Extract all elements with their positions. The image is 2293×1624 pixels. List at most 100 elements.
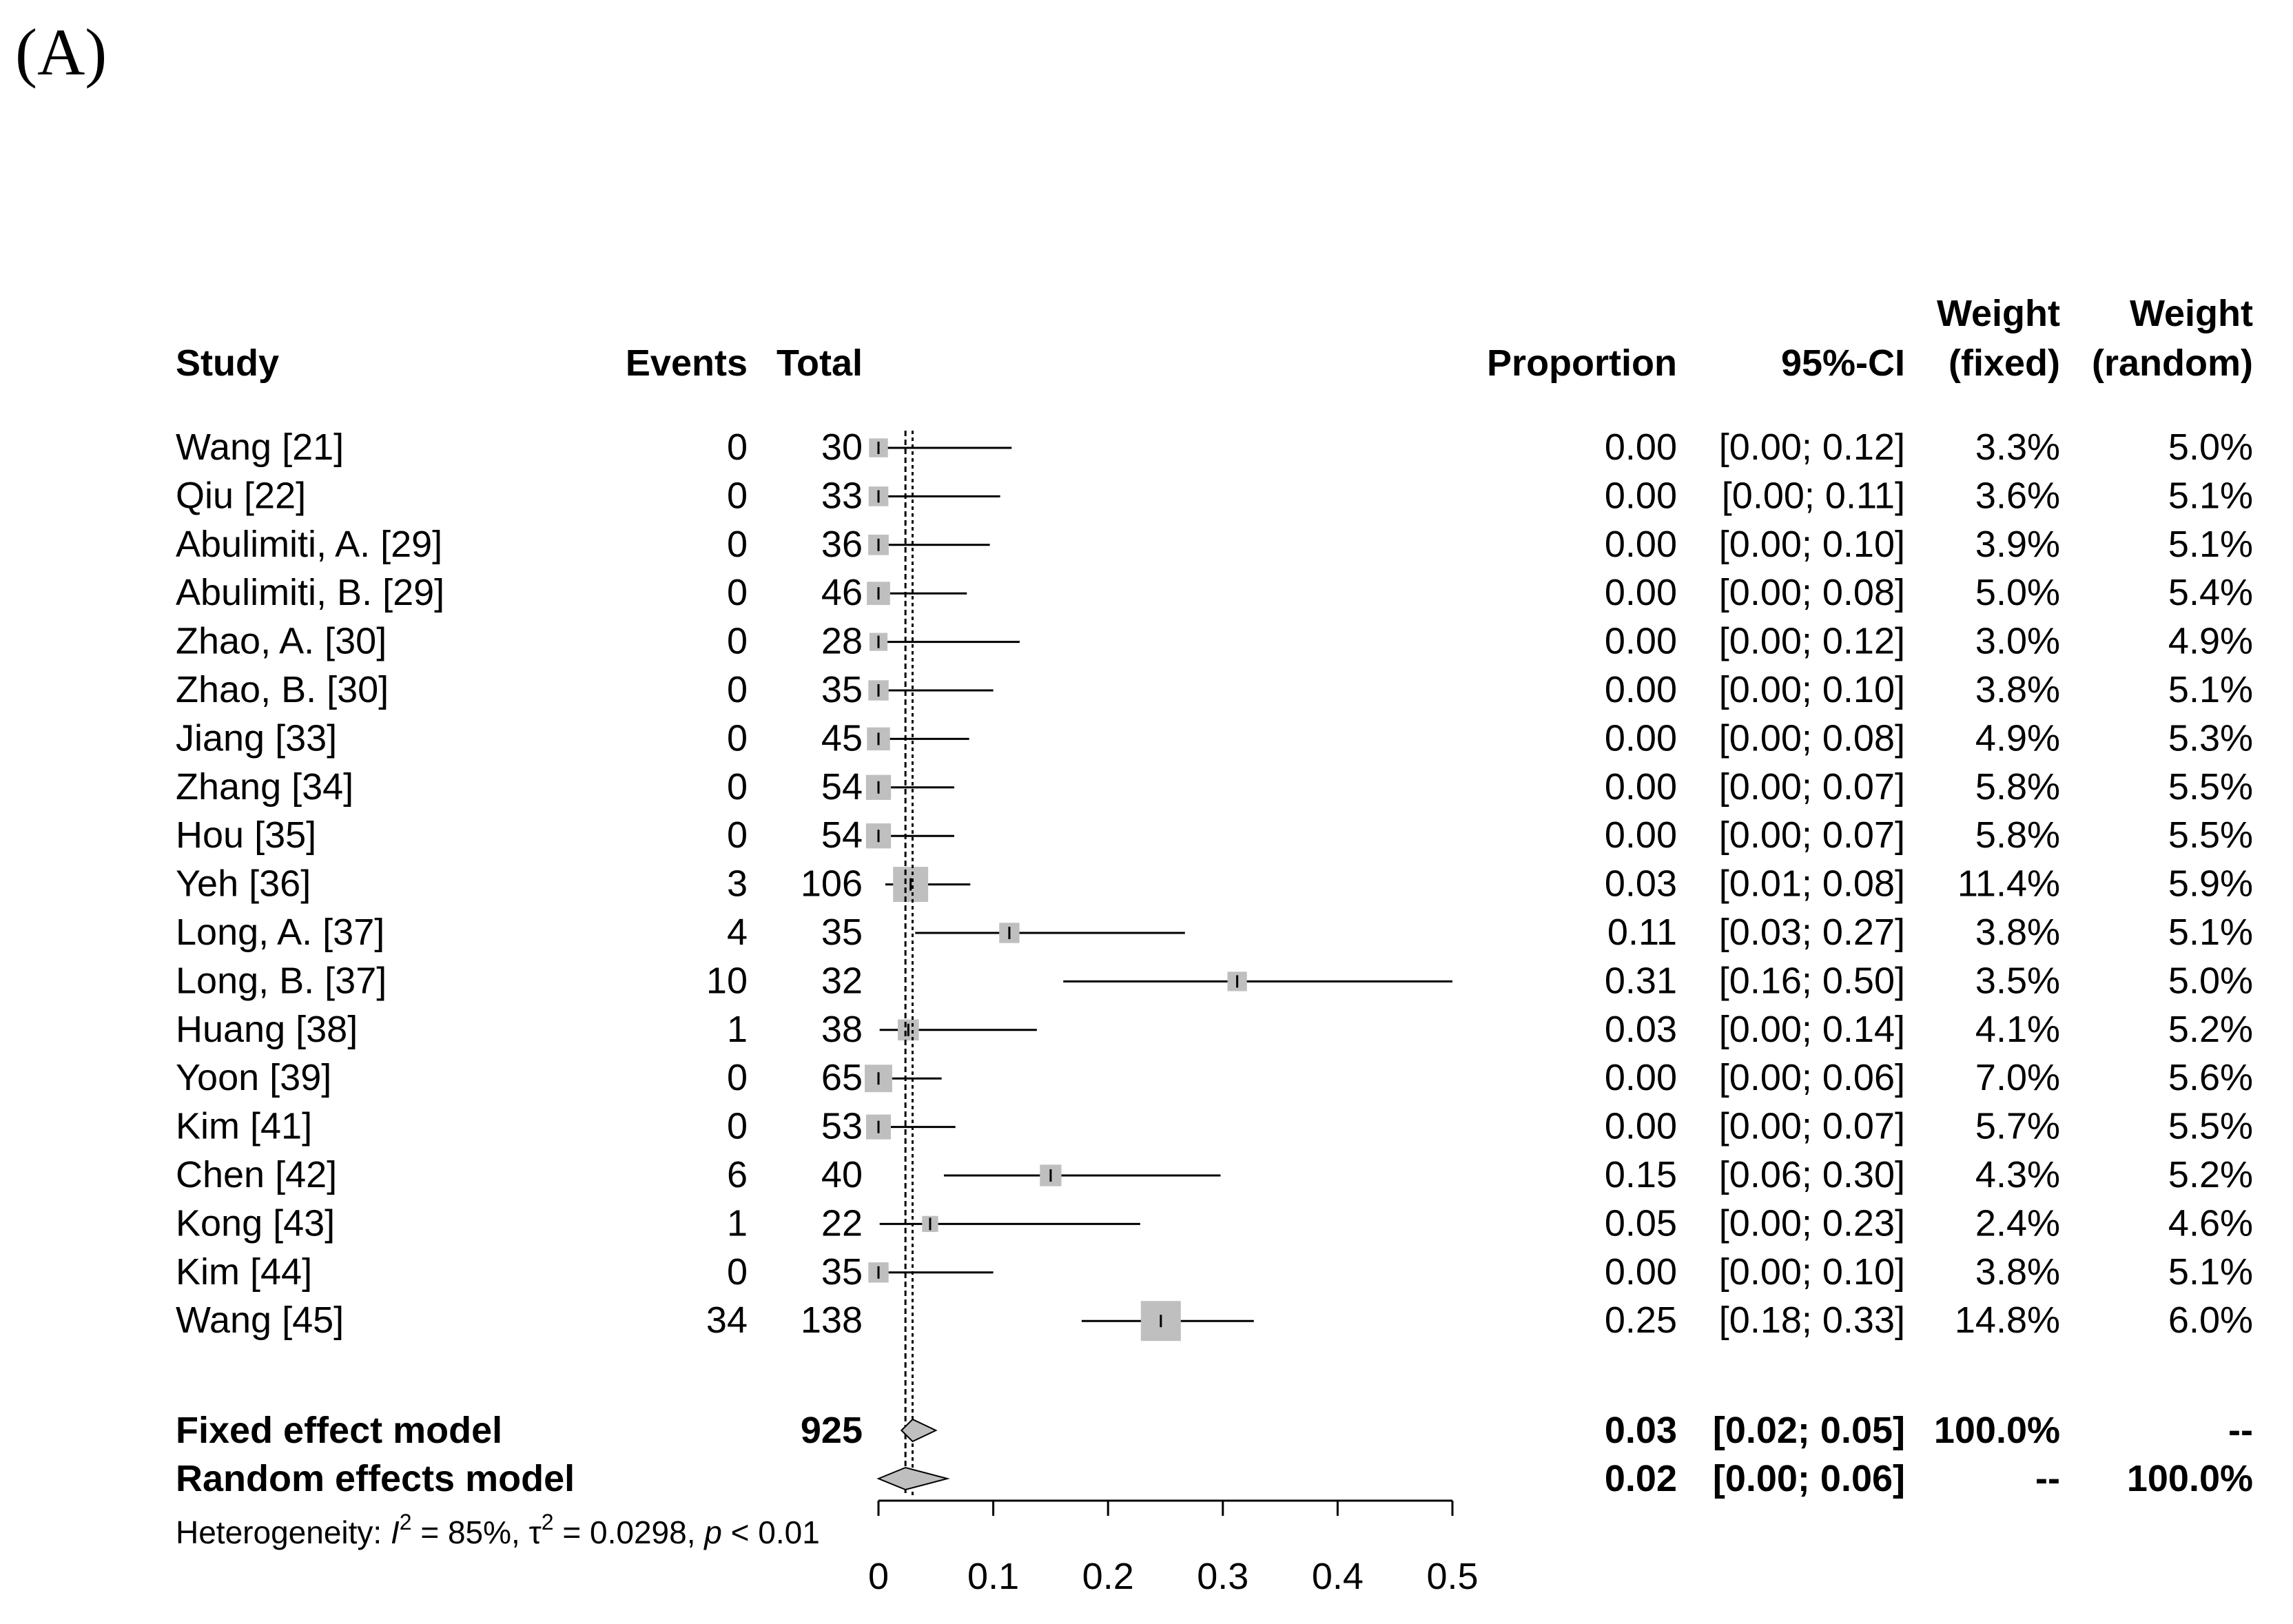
x-axis-tick-label: 0.3 (1197, 1556, 1248, 1597)
study-proportion: 0.00 (1605, 766, 1677, 808)
study-weight-random: 4.9% (2168, 621, 2253, 662)
study-name: Qiu [22] (176, 475, 306, 516)
study-row: Yeh [36] 3 106 0.03 [0.01; 0.08] 11.4% 5.9% (176, 863, 2253, 905)
study-weight-random: 5.1% (2168, 524, 2253, 565)
study-proportion: 0.00 (1605, 1106, 1677, 1147)
header-proportion: Proportion (1487, 342, 1677, 384)
study-row: Zhao, A. [30] 0 28 0.00 [0.00; 0.12] 3.0% 4.9% (176, 621, 2253, 662)
heterogeneity-statistics: Heterogeneity: I2 = 85%, τ2 = 0.0298, p … (176, 1510, 820, 1550)
study-events: 1 (727, 1202, 748, 1244)
study-weight-fixed: 4.3% (1975, 1154, 2060, 1195)
summary-ci: [0.00; 0.06] (1713, 1458, 1905, 1499)
study-events: 0 (727, 475, 748, 516)
summary-ci: [0.02; 0.05] (1713, 1410, 1905, 1451)
study-weight-fixed: 11.4% (1957, 863, 2060, 905)
summary-label: Random effects model (176, 1458, 575, 1499)
study-row: Hou [35] 0 54 0.00 [0.00; 0.07] 5.8% 5.5% (176, 814, 2253, 856)
study-total: 54 (821, 814, 863, 856)
study-row: Jiang [33] 0 45 0.00 [0.00; 0.08] 4.9% 5.3% (176, 717, 2253, 759)
study-total: 106 (801, 863, 863, 905)
study-total: 65 (821, 1057, 863, 1098)
study-name: Long, A. [37] (176, 912, 384, 953)
study-row: Zhang [34] 0 54 0.00 [0.00; 0.07] 5.8% 5.5% (176, 766, 2253, 808)
study-proportion: 0.00 (1605, 814, 1677, 856)
study-events: 0 (727, 1106, 748, 1147)
study-events: 0 (727, 717, 748, 759)
study-row: Long, A. [37] 4 35 0.11 [0.03; 0.27] 3.8% 5.1% (176, 912, 2253, 953)
study-name: Long, B. [37] (176, 960, 387, 1001)
study-ci: [0.00; 0.10] (1719, 1251, 1905, 1293)
study-weight-fixed: 3.8% (1975, 912, 2060, 953)
study-weight-random: 4.6% (2168, 1202, 2253, 1244)
study-total: 30 (821, 426, 863, 468)
study-weight-fixed: 5.8% (1975, 814, 2060, 856)
study-weight-fixed: 14.8% (1955, 1299, 2060, 1341)
study-proportion: 0.00 (1605, 426, 1677, 468)
study-events: 34 (706, 1299, 748, 1341)
header-events: Events (626, 342, 748, 384)
study-ci: [0.00; 0.07] (1719, 766, 1905, 808)
study-weight-fixed: 2.4% (1975, 1202, 2060, 1244)
study-name: Abulimiti, B. [29] (176, 572, 444, 613)
study-weight-fixed: 3.9% (1975, 524, 2060, 565)
study-ci: [0.00; 0.10] (1719, 669, 1905, 710)
study-proportion: 0.00 (1605, 524, 1677, 565)
panel-label: (A) (15, 15, 107, 89)
header-weight-fixed-line1: Weight (1937, 293, 2060, 334)
study-weight-random: 5.4% (2168, 572, 2253, 613)
study-total: 35 (821, 1251, 863, 1293)
study-name: Jiang [33] (176, 717, 337, 759)
study-row: Yoon [39] 0 65 0.00 [0.00; 0.06] 7.0% 5.6% (176, 1057, 2253, 1098)
study-weight-random: 5.0% (2168, 960, 2253, 1001)
study-weight-random: 5.2% (2168, 1009, 2253, 1050)
study-events: 0 (727, 1057, 748, 1098)
header-weight-random-line1: Weight (2130, 293, 2253, 334)
x-axis-tick-label: 0 (868, 1556, 889, 1597)
study-ci: [0.00; 0.07] (1719, 814, 1905, 856)
study-proportion: 0.00 (1605, 621, 1677, 662)
study-row: Kong [43] 1 22 0.05 [0.00; 0.23] 2.4% 4.6% (176, 1202, 2253, 1244)
study-weight-fixed: 4.1% (1975, 1009, 2060, 1050)
study-events: 10 (706, 960, 748, 1001)
summary-diamond (900, 1418, 938, 1443)
summary-weight-random: -- (2228, 1410, 2253, 1451)
study-total: 36 (821, 524, 863, 565)
study-total: 40 (821, 1154, 863, 1195)
study-events: 3 (727, 863, 748, 905)
study-ci: [0.00; 0.10] (1719, 524, 1905, 565)
study-name: Kim [41] (176, 1106, 312, 1147)
study-ci: [0.00; 0.14] (1719, 1009, 1905, 1050)
header-ci: 95%-CI (1781, 342, 1905, 384)
study-proportion: 0.00 (1605, 669, 1677, 710)
study-total: 32 (821, 960, 863, 1001)
study-weight-fixed: 3.0% (1975, 621, 2060, 662)
study-weight-fixed: 3.5% (1975, 960, 2060, 1001)
study-events: 4 (727, 912, 748, 953)
study-weight-random: 6.0% (2168, 1299, 2253, 1341)
study-ci: [0.03; 0.27] (1719, 912, 1905, 953)
study-name: Wang [45] (176, 1299, 344, 1341)
study-name: Zhao, B. [30] (176, 669, 389, 710)
study-total: 33 (821, 475, 863, 516)
study-row: Wang [21] 0 30 0.00 [0.00; 0.12] 3.3% 5.0% (176, 426, 2253, 468)
study-events: 0 (727, 621, 748, 662)
study-weight-fixed: 3.3% (1975, 426, 2060, 468)
study-name: Zhang [34] (176, 766, 353, 808)
study-name: Wang [21] (176, 426, 344, 468)
study-ci: [0.01; 0.08] (1719, 863, 1905, 905)
study-total: 138 (801, 1299, 863, 1341)
study-name: Huang [38] (176, 1009, 358, 1050)
study-ci: [0.00; 0.08] (1719, 717, 1905, 759)
study-proportion: 0.00 (1605, 717, 1677, 759)
study-row: Abulimiti, B. [29] 0 46 0.00 [0.00; 0.08] 5.0… (176, 572, 2253, 613)
study-proportion: 0.25 (1605, 1299, 1677, 1341)
study-weight-random: 5.6% (2168, 1057, 2253, 1098)
study-row: Zhao, B. [30] 0 35 0.00 [0.00; 0.10] 3.8% 5.1% (176, 669, 2253, 710)
study-weight-fixed: 5.0% (1975, 572, 2060, 613)
study-total: 22 (821, 1202, 863, 1244)
summary-weight-fixed: 100.0% (1934, 1410, 2060, 1451)
study-row: Kim [41] 0 53 0.00 [0.00; 0.07] 5.7% 5.5% (176, 1106, 2253, 1147)
study-proportion: 0.05 (1605, 1202, 1677, 1244)
